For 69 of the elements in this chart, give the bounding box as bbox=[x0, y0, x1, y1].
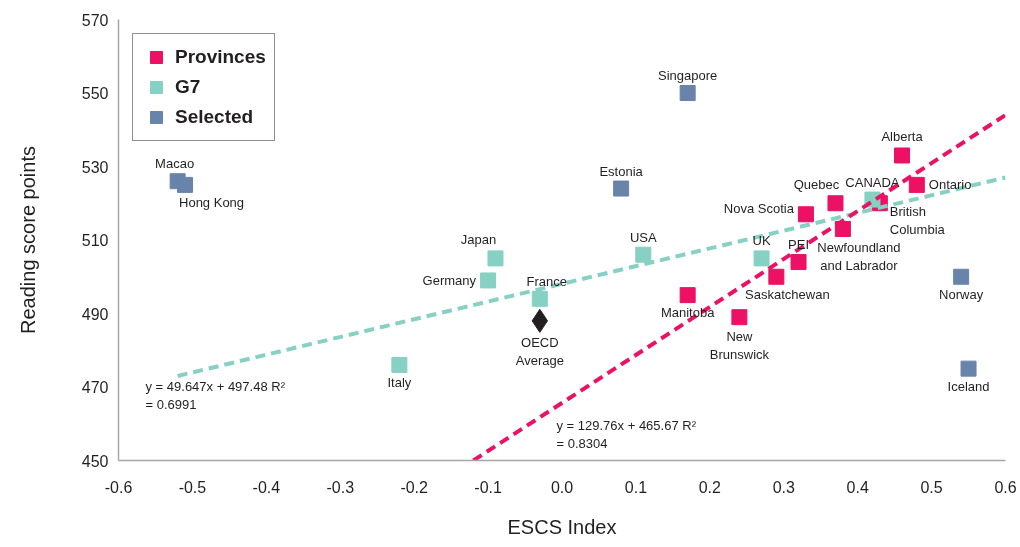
point bbox=[531, 290, 548, 307]
point bbox=[768, 268, 785, 285]
x-tick-label: 0.4 bbox=[846, 478, 869, 496]
annotation: PEI bbox=[788, 237, 810, 253]
point bbox=[894, 147, 911, 164]
annotation: Estonia bbox=[599, 163, 644, 179]
point bbox=[797, 206, 814, 223]
x-tick-label: 0.3 bbox=[772, 478, 795, 496]
annotation: OECD Average bbox=[515, 334, 564, 368]
x-tick-label: 0.6 bbox=[994, 478, 1017, 496]
point bbox=[753, 250, 770, 267]
annotation: Hong Kong bbox=[179, 194, 245, 210]
point bbox=[790, 254, 807, 271]
legend-label: Provinces bbox=[175, 46, 266, 68]
x-axis-title: ESCS Index bbox=[507, 515, 617, 538]
y-tick-label: 490 bbox=[81, 305, 109, 323]
annotation: Italy bbox=[387, 374, 412, 390]
point bbox=[487, 250, 504, 267]
annotation: Norway bbox=[939, 286, 984, 302]
x-tick-label: -0.2 bbox=[400, 478, 429, 496]
point bbox=[827, 195, 844, 212]
x-tick-label: 0.0 bbox=[550, 478, 574, 496]
annotation: Nova Scotia bbox=[723, 200, 795, 216]
annotation: British Columbia bbox=[889, 204, 946, 238]
annotation: CANADA bbox=[845, 174, 900, 190]
x-tick-label: 0.2 bbox=[698, 478, 722, 496]
annotation: Iceland bbox=[947, 378, 990, 394]
y-tick-label: 550 bbox=[81, 85, 109, 102]
annotation: France bbox=[526, 273, 568, 289]
y-tick-label: 570 bbox=[81, 11, 109, 29]
annotation: USA bbox=[629, 229, 657, 245]
x-tick-label: -0.5 bbox=[178, 478, 207, 496]
x-tick-label: -0.6 bbox=[104, 478, 133, 496]
annotation: y = 49.647x + 497.48 R² = 0.6991 bbox=[145, 378, 286, 412]
annotation: Macao bbox=[155, 156, 195, 172]
x-tick-label: -0.4 bbox=[252, 478, 281, 496]
y-tick-label: 450 bbox=[81, 452, 109, 470]
annotation: Saskatchewan bbox=[745, 286, 830, 302]
point bbox=[679, 85, 696, 101]
annotation: y = 129.76x + 465.67 R² = 0.8304 bbox=[556, 417, 697, 451]
point bbox=[679, 287, 696, 304]
y-tick-label: 510 bbox=[81, 232, 109, 249]
annotation: UK bbox=[752, 233, 771, 249]
point bbox=[731, 309, 748, 326]
point bbox=[953, 268, 970, 285]
point bbox=[391, 356, 408, 373]
y-tick-label: 470 bbox=[81, 379, 109, 396]
point bbox=[613, 180, 630, 197]
annotation: New Brunswick bbox=[709, 329, 770, 363]
x-tick-label: -0.1 bbox=[474, 478, 502, 496]
point bbox=[960, 360, 977, 377]
annotation: Quebec bbox=[793, 177, 840, 193]
annotation: Ontario bbox=[928, 177, 972, 193]
point bbox=[480, 272, 497, 289]
point bbox=[635, 246, 652, 263]
point bbox=[177, 176, 194, 193]
x-tick-label: -0.3 bbox=[326, 478, 355, 496]
y-axis-title: Reading score points bbox=[16, 146, 39, 334]
y-tick-label: 530 bbox=[81, 158, 109, 176]
annotation: Singapore bbox=[658, 68, 718, 83]
annotation: Alberta bbox=[881, 129, 924, 145]
legend-label: G7 bbox=[175, 76, 201, 98]
annotation: Germany bbox=[422, 272, 477, 288]
annotation: Japan bbox=[460, 232, 497, 248]
annotation: Newfoundland and Labrador bbox=[817, 239, 901, 273]
x-tick-label: 0.1 bbox=[624, 478, 648, 496]
legend-label: Selected bbox=[175, 106, 254, 128]
x-tick-label: 0.5 bbox=[920, 478, 943, 496]
point bbox=[908, 176, 925, 193]
